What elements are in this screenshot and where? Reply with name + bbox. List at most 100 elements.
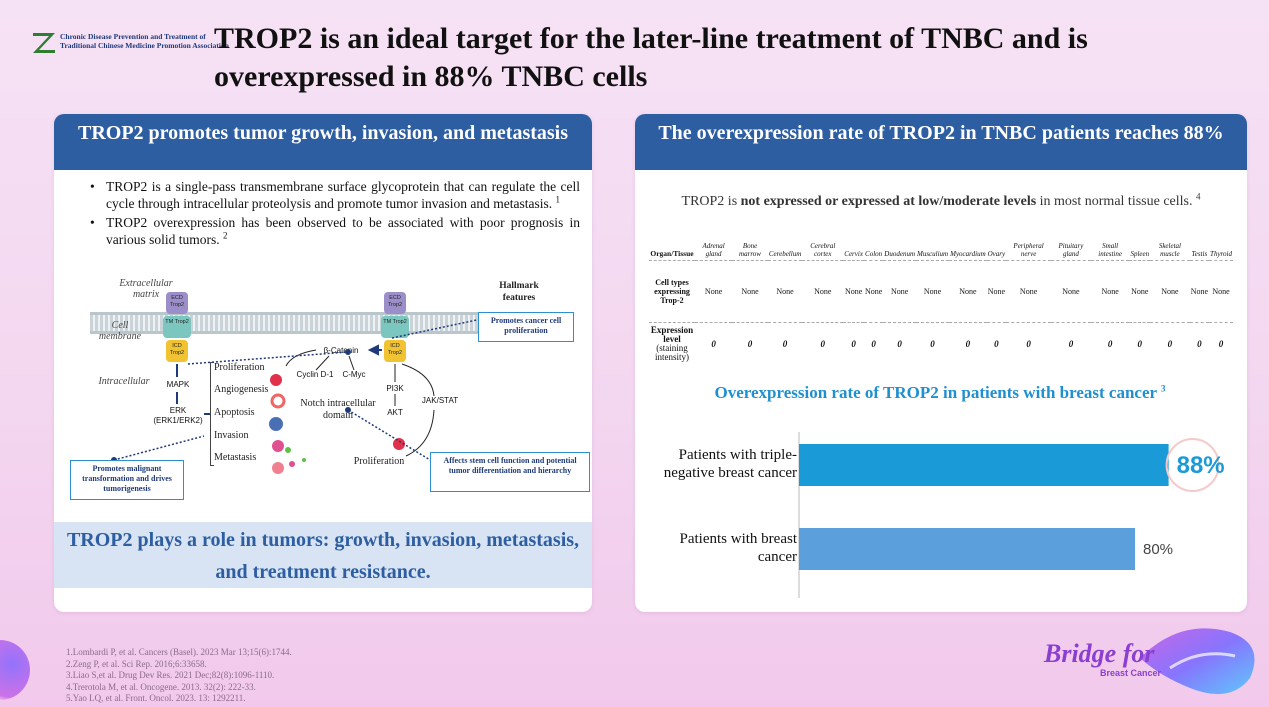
row-head-cell-types: Cell types expressing Trop-2 — [649, 260, 695, 323]
feature-angiogenesis: Angiogenesis — [214, 384, 269, 395]
table-column-header: Adrenal gland — [695, 234, 733, 261]
cell-icons — [269, 374, 405, 474]
brand-sub: Breast Cancer — [1100, 668, 1162, 678]
box-promotes-proliferation: Promotes cancer cell proliferation — [478, 312, 574, 342]
table-row-expression: Expression level (staining intensity) 0 0… — [649, 322, 1233, 366]
table-cell: None — [767, 260, 803, 323]
box-stem-cell-function: Affects stem cell function and potential… — [430, 452, 590, 492]
table-column-header: Cervix — [843, 234, 864, 261]
dotted-connectors — [113, 317, 487, 467]
table-column-header: Cerebral cortex — [802, 234, 844, 261]
brand-name: Bridge for — [1043, 639, 1155, 668]
table-cell: None — [1150, 260, 1190, 323]
table-header-organ: Organ/Tissue — [649, 234, 695, 261]
arrowhead-catenin — [367, 344, 379, 356]
chart-category-label: negative breast cancer — [664, 465, 797, 481]
bullet-text: TROP2 overexpression has been observed t… — [106, 215, 580, 247]
chart-data-label: 88% — [1177, 452, 1225, 479]
association-logo: Chronic Disease Prevention and Treatment… — [30, 28, 229, 58]
cell-membrane-label: Cell membrane — [98, 320, 142, 342]
icd-trop2-right: ICD Trop2 — [384, 340, 406, 362]
mapk-label: MAPK — [166, 380, 190, 389]
table-cell: 0 — [1026, 339, 1031, 350]
ecd-trop2-right: ECD Trop2 — [384, 292, 406, 314]
table-cell: None — [916, 260, 950, 323]
table-cell: 0 — [1197, 339, 1202, 350]
footnote-item: 1.Lombardi P, et al. Cancers (Basel). 20… — [66, 647, 292, 657]
table-cell: 0 — [897, 339, 902, 350]
row-head-expression-rest: (staining intensity) — [655, 343, 689, 363]
box-malignant-transformation: Promotes malignant transformation and dr… — [70, 460, 184, 500]
table-cell: 0 — [1218, 339, 1224, 350]
chart-data-label: 80% — [1143, 541, 1173, 558]
chart-title: Overexpression rate of TROP2 in patients… — [695, 382, 1185, 404]
ecd-trop2-left: ECD Trop2 — [166, 292, 188, 314]
table-cell: None — [1006, 260, 1052, 323]
table-cell: None — [949, 260, 987, 323]
table-column-header: Thyroid — [1209, 234, 1233, 261]
table-cell: None — [802, 260, 844, 323]
reference-superscript: 1 — [555, 194, 561, 205]
bridge-for-breast-cancer-logo: Bridge for Breast Cancer — [1043, 628, 1255, 695]
bullet-text: TROP2 is a single-pass transmembrane sur… — [106, 179, 580, 211]
table-column-header: Pituitary gland — [1051, 234, 1091, 261]
arrow-catenin-features — [285, 349, 317, 367]
table-cell: 0 — [871, 339, 876, 350]
table-cell: 0 — [1068, 339, 1074, 350]
overexpression-bar-chart: Patients with triple-negative breast can… — [664, 432, 1225, 598]
references: 1.Lombardi P, et al. Cancers (Basel). 20… — [66, 647, 292, 705]
footnote-item: 5.Yao LQ, et al. Front. Oncol. 2023. 13:… — [66, 693, 246, 703]
left-bullets: TROP2 is a single-pass transmembrane sur… — [90, 178, 580, 250]
left-panel-header: TROP2 promotes tumor growth, invasion, a… — [54, 114, 592, 170]
table-header-row: Organ/Tissue Adrenal gland Bone marrow Cer… — [649, 234, 1233, 261]
table-cell: 0 — [711, 339, 716, 350]
row-head-expression: Expression level (staining intensity) — [649, 322, 695, 366]
table-column-header: Testis — [1189, 234, 1210, 261]
chart-bar — [799, 444, 1169, 486]
notch-label: Notch intracellular domain — [300, 398, 376, 421]
table-cell: 0 — [1167, 339, 1173, 350]
tissue-expression-table: Organ/Tissue Adrenal gland Bone marrow Cer… — [649, 234, 1233, 366]
logo-line-1: Chronic Disease Prevention and Treatment… — [60, 32, 206, 41]
feature-apoptosis: Apoptosis — [214, 407, 255, 418]
page-title: TROP2 is an ideal target for the later-l… — [214, 22, 1088, 93]
table-column-header: Skeletal muscle — [1150, 234, 1190, 261]
intracellular-label: Intracellular — [98, 376, 150, 387]
decorative-orb — [0, 640, 30, 700]
right-panel: The overexpression rate of TROP2 in TNBC… — [635, 114, 1247, 612]
icd-trop2-left: ICD Trop2 — [166, 340, 188, 362]
erk-label: ERK (ERK1/ERK2) — [153, 406, 203, 425]
table-cell: None — [1090, 260, 1130, 323]
table-column-header: Colon — [863, 234, 884, 261]
footnote-item: 4.Trerotola M, et al. Oncogene. 2013. 32… — [66, 681, 256, 692]
row-head-expression-bold: Expression level — [650, 325, 694, 345]
table-column-header: Ovary — [986, 234, 1007, 261]
chart-bar — [799, 528, 1135, 570]
table-cell: None — [1051, 260, 1091, 323]
table-column-header: Cerebellum — [767, 234, 803, 261]
tm-trop2-right: TM Trop2 — [381, 316, 409, 338]
table-column-header: Peripheral nerve — [1006, 234, 1052, 261]
pi3k-label: PI3K — [386, 384, 404, 393]
table-cell: 0 — [930, 339, 935, 350]
table-cell: None — [732, 260, 768, 323]
reference-superscript: 2 — [223, 230, 228, 241]
akt-label: AKT — [387, 408, 403, 417]
jak-stat-label: JAK/STAT — [421, 396, 459, 405]
footnote-item: 3.Liao S,et al. Drug Dev Res. 2021 Dec;8… — [66, 670, 275, 680]
feature-metastasis: Metastasis — [214, 452, 257, 463]
table-column-header: Duodenum — [883, 234, 916, 261]
table-cell: 0 — [1137, 339, 1143, 350]
table-cell: 0 — [1107, 339, 1113, 350]
pathway-arrows — [111, 315, 489, 474]
table-cell: None — [843, 260, 864, 323]
reference-superscript: 4 — [1195, 191, 1201, 202]
table-column-header: Musculium — [916, 234, 950, 261]
bullet-item: TROP2 is a single-pass transmembrane sur… — [90, 178, 580, 212]
beta-catenin-label: β-Catenin — [323, 346, 359, 355]
logo-text: Chronic Disease Prevention and Treatment… — [60, 32, 229, 50]
table-row-cell-types: Cell types expressing Trop-2 None None Non… — [649, 260, 1233, 323]
trop2-pathway-diagram: Extracellular matrix Cell membrane Intra… — [54, 274, 592, 514]
cyclin-label: Cyclin D-1 — [296, 370, 334, 379]
table-cell: 0 — [851, 339, 856, 350]
